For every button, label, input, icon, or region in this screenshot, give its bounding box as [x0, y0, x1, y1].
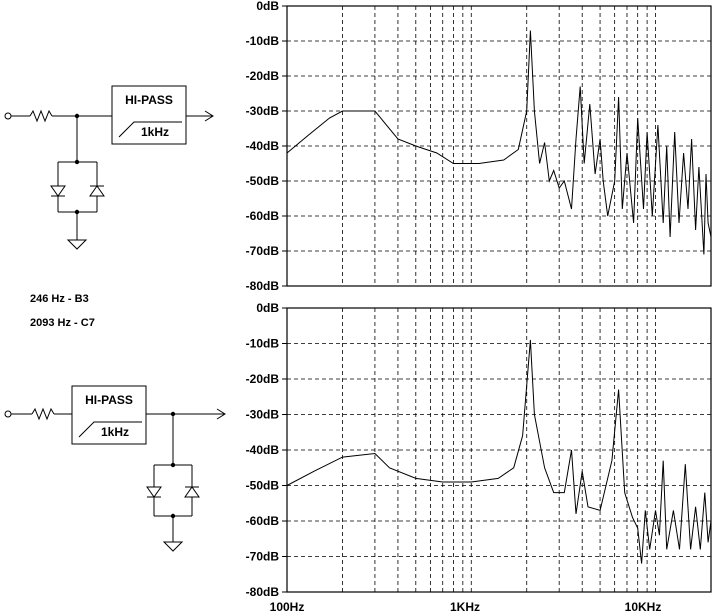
- y-tick-label: -50dB: [246, 174, 280, 188]
- spectrum-plot-bottom: 0dB -10dB -20dB -30dB -40dB -50dB -60dB -70dB -8…: [246, 301, 712, 614]
- diode-right: [89, 185, 105, 197]
- y-tick-label: 0dB: [256, 0, 279, 13]
- y-tick-label: -50dB: [246, 479, 280, 493]
- note-c7: 2093 Hz - C7: [30, 317, 95, 329]
- spectrum-series-line: [286, 339, 712, 564]
- input-terminal: [4, 410, 12, 418]
- y-tick-label: -30dB: [246, 408, 280, 422]
- diode-left: [146, 486, 162, 498]
- x-tick-label: 1KHz: [450, 600, 480, 614]
- filter-title: HI-PASS: [125, 93, 173, 107]
- y-tick-label: -20dB: [246, 69, 280, 83]
- y-tick-label: -10dB: [246, 337, 280, 351]
- circuit-top: HI-PASS 1kHz: [4, 85, 214, 250]
- output-arrow: [216, 408, 226, 420]
- diode-left: [50, 185, 66, 197]
- resistor: [29, 109, 53, 123]
- y-tick-label: -40dB: [246, 443, 280, 457]
- note-b3: 246 Hz - B3: [30, 293, 89, 305]
- output-arrow: [204, 110, 214, 122]
- ground-symbol: [162, 541, 184, 552]
- y-tick-label: -60dB: [246, 514, 280, 528]
- x-tick-label: 10KHz: [625, 600, 662, 614]
- y-tick-label: -60dB: [246, 209, 280, 223]
- spectrum-plot-top: 0dB -10dB -20dB -30dB -40dB -50dB -60dB -70dB -8…: [246, 0, 712, 293]
- ground-symbol: [66, 239, 88, 250]
- diode-right: [184, 486, 200, 498]
- y-tick-label: 0dB: [256, 301, 279, 315]
- resistor: [31, 407, 55, 421]
- y-tick-label: -20dB: [246, 372, 280, 386]
- y-tick-label: -80dB: [246, 279, 280, 293]
- y-tick-label: -10dB: [246, 34, 280, 48]
- y-tick-label: -40dB: [246, 139, 280, 153]
- hipass-filter-block: HI-PASS 1kHz: [111, 85, 187, 145]
- input-terminal: [4, 112, 12, 120]
- y-tick-label: -30dB: [246, 104, 280, 118]
- x-tick-label: 100Hz: [270, 600, 305, 614]
- circuit-bottom: HI-PASS 1kHz: [4, 385, 226, 552]
- hipass-filter-block: HI-PASS 1kHz: [71, 385, 147, 445]
- filter-frequency: 1kHz: [101, 425, 129, 439]
- y-tick-label: -70dB: [246, 550, 280, 564]
- filter-frequency: 1kHz: [141, 125, 169, 139]
- filter-title: HI-PASS: [85, 393, 133, 407]
- y-tick-label: -80dB: [246, 585, 280, 599]
- y-tick-label: -70dB: [246, 244, 280, 258]
- spectrum-series-line: [286, 30, 712, 255]
